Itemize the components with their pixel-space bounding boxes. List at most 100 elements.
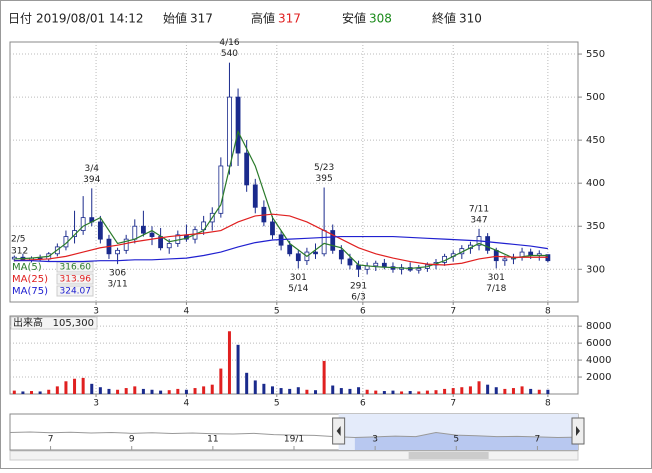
candle-body — [270, 221, 275, 236]
volume-bar — [167, 390, 171, 394]
candle-body — [140, 225, 146, 234]
volume-bar — [511, 388, 515, 394]
close-value: 310 — [459, 12, 482, 26]
annotation-date: 3/11 — [107, 280, 127, 290]
volume-bar — [417, 391, 421, 394]
open-label: 始値 — [163, 11, 187, 26]
annotation-value: 347 — [470, 215, 487, 225]
candle-body — [330, 230, 336, 251]
candle-body — [115, 249, 120, 255]
panel-frame — [9, 315, 579, 395]
volume-bar — [73, 378, 77, 394]
legend-value: 313.96 — [60, 275, 92, 285]
candle-body — [381, 262, 387, 268]
legend-value-box — [56, 285, 94, 297]
volume-bar — [64, 381, 68, 394]
candle-body — [166, 243, 172, 249]
volume-bar — [486, 384, 490, 394]
volume-bar — [98, 387, 102, 394]
volume-bar — [296, 387, 300, 394]
annotation-value: 395 — [316, 174, 333, 184]
scrollbar-track — [9, 450, 579, 461]
nav-handle-arrow — [576, 426, 580, 436]
candle-body — [502, 258, 508, 262]
annotation-date: 7/11 — [469, 204, 489, 214]
volume-bar — [382, 391, 386, 394]
volume-bar — [236, 344, 240, 394]
annotation-date: 7/18 — [486, 284, 506, 294]
nav-tick-label: 11 — [207, 435, 218, 445]
volume-label: 出来高 — [13, 316, 43, 329]
nav-tick-label: 5 — [453, 435, 459, 445]
volume-bar — [262, 383, 266, 394]
y-tick-label: 6000 — [586, 338, 611, 349]
volume-bar — [537, 389, 541, 394]
candle-body — [493, 249, 499, 262]
volume-bar — [529, 388, 533, 394]
y-tick-label: 350 — [586, 221, 605, 232]
candle-body — [252, 184, 258, 208]
volume-bar — [219, 368, 223, 394]
legend-name: MA(75) — [12, 286, 48, 297]
annotation-value: 306 — [109, 269, 126, 279]
volume-bar — [408, 391, 412, 394]
candle-body — [321, 230, 327, 255]
annotation-value: 301 — [488, 273, 505, 283]
candle-body — [235, 96, 241, 154]
volume-label-box — [10, 316, 98, 330]
volume-bar — [141, 388, 145, 394]
volume-bar — [21, 391, 25, 394]
volume-bar — [81, 377, 85, 394]
volume-last: 105,300 — [53, 318, 94, 329]
ma-line — [14, 235, 548, 263]
high-label: 高値 — [251, 11, 275, 26]
volume-bar — [159, 390, 163, 394]
high-value: 317 — [278, 12, 301, 26]
candle-body — [123, 238, 129, 251]
volume-bar — [305, 389, 309, 394]
y-tick-label: 8000 — [586, 321, 611, 332]
annotation-date: 5/23 — [314, 163, 334, 173]
annotation-value: 291 — [350, 282, 367, 292]
volume-bar — [176, 388, 180, 394]
x-tick-label: 3 — [93, 307, 99, 317]
open-value: 317 — [190, 12, 213, 26]
volume-bar — [90, 383, 94, 394]
legend-name: MA(25) — [12, 274, 48, 285]
volume-bar — [339, 388, 343, 394]
candle-body — [416, 268, 422, 271]
legend-value-box — [56, 273, 94, 285]
volume-bar — [210, 384, 214, 394]
candle-body — [149, 232, 155, 237]
annotation-date: 5/14 — [288, 284, 308, 294]
volume-bar — [460, 387, 464, 394]
candle-body — [338, 249, 344, 260]
volume-bar — [227, 331, 231, 394]
candle-body — [132, 225, 138, 240]
x-tick-label: 4 — [184, 399, 190, 409]
volume-bar — [357, 387, 361, 394]
nav-tick-label: 3 — [372, 435, 378, 445]
legend-value: 316.60 — [60, 263, 92, 273]
scrollbar-thumb[interactable] — [408, 452, 489, 459]
volume-bar — [202, 386, 206, 394]
x-tick-label: 3 — [93, 399, 99, 409]
x-tick-label: 5 — [274, 399, 280, 409]
legend-name: MA(5) — [12, 262, 42, 273]
volume-bar — [314, 390, 318, 394]
volume-bar — [468, 386, 472, 394]
date-label: 日付 — [8, 12, 32, 26]
ma-line — [14, 213, 548, 266]
volume-bar — [245, 372, 249, 394]
ma-line — [14, 129, 548, 270]
candle-body — [485, 236, 491, 251]
annotation-value: 540 — [221, 49, 238, 59]
y-tick-label: 500 — [586, 92, 605, 103]
datetime: 2019/08/01 14:12 — [36, 12, 144, 26]
annotation-date: 3/4 — [85, 164, 100, 174]
candle-body — [227, 96, 232, 167]
x-tick-label: 8 — [545, 399, 551, 409]
y-tick-label: 550 — [586, 49, 605, 60]
candle-body — [287, 244, 293, 255]
